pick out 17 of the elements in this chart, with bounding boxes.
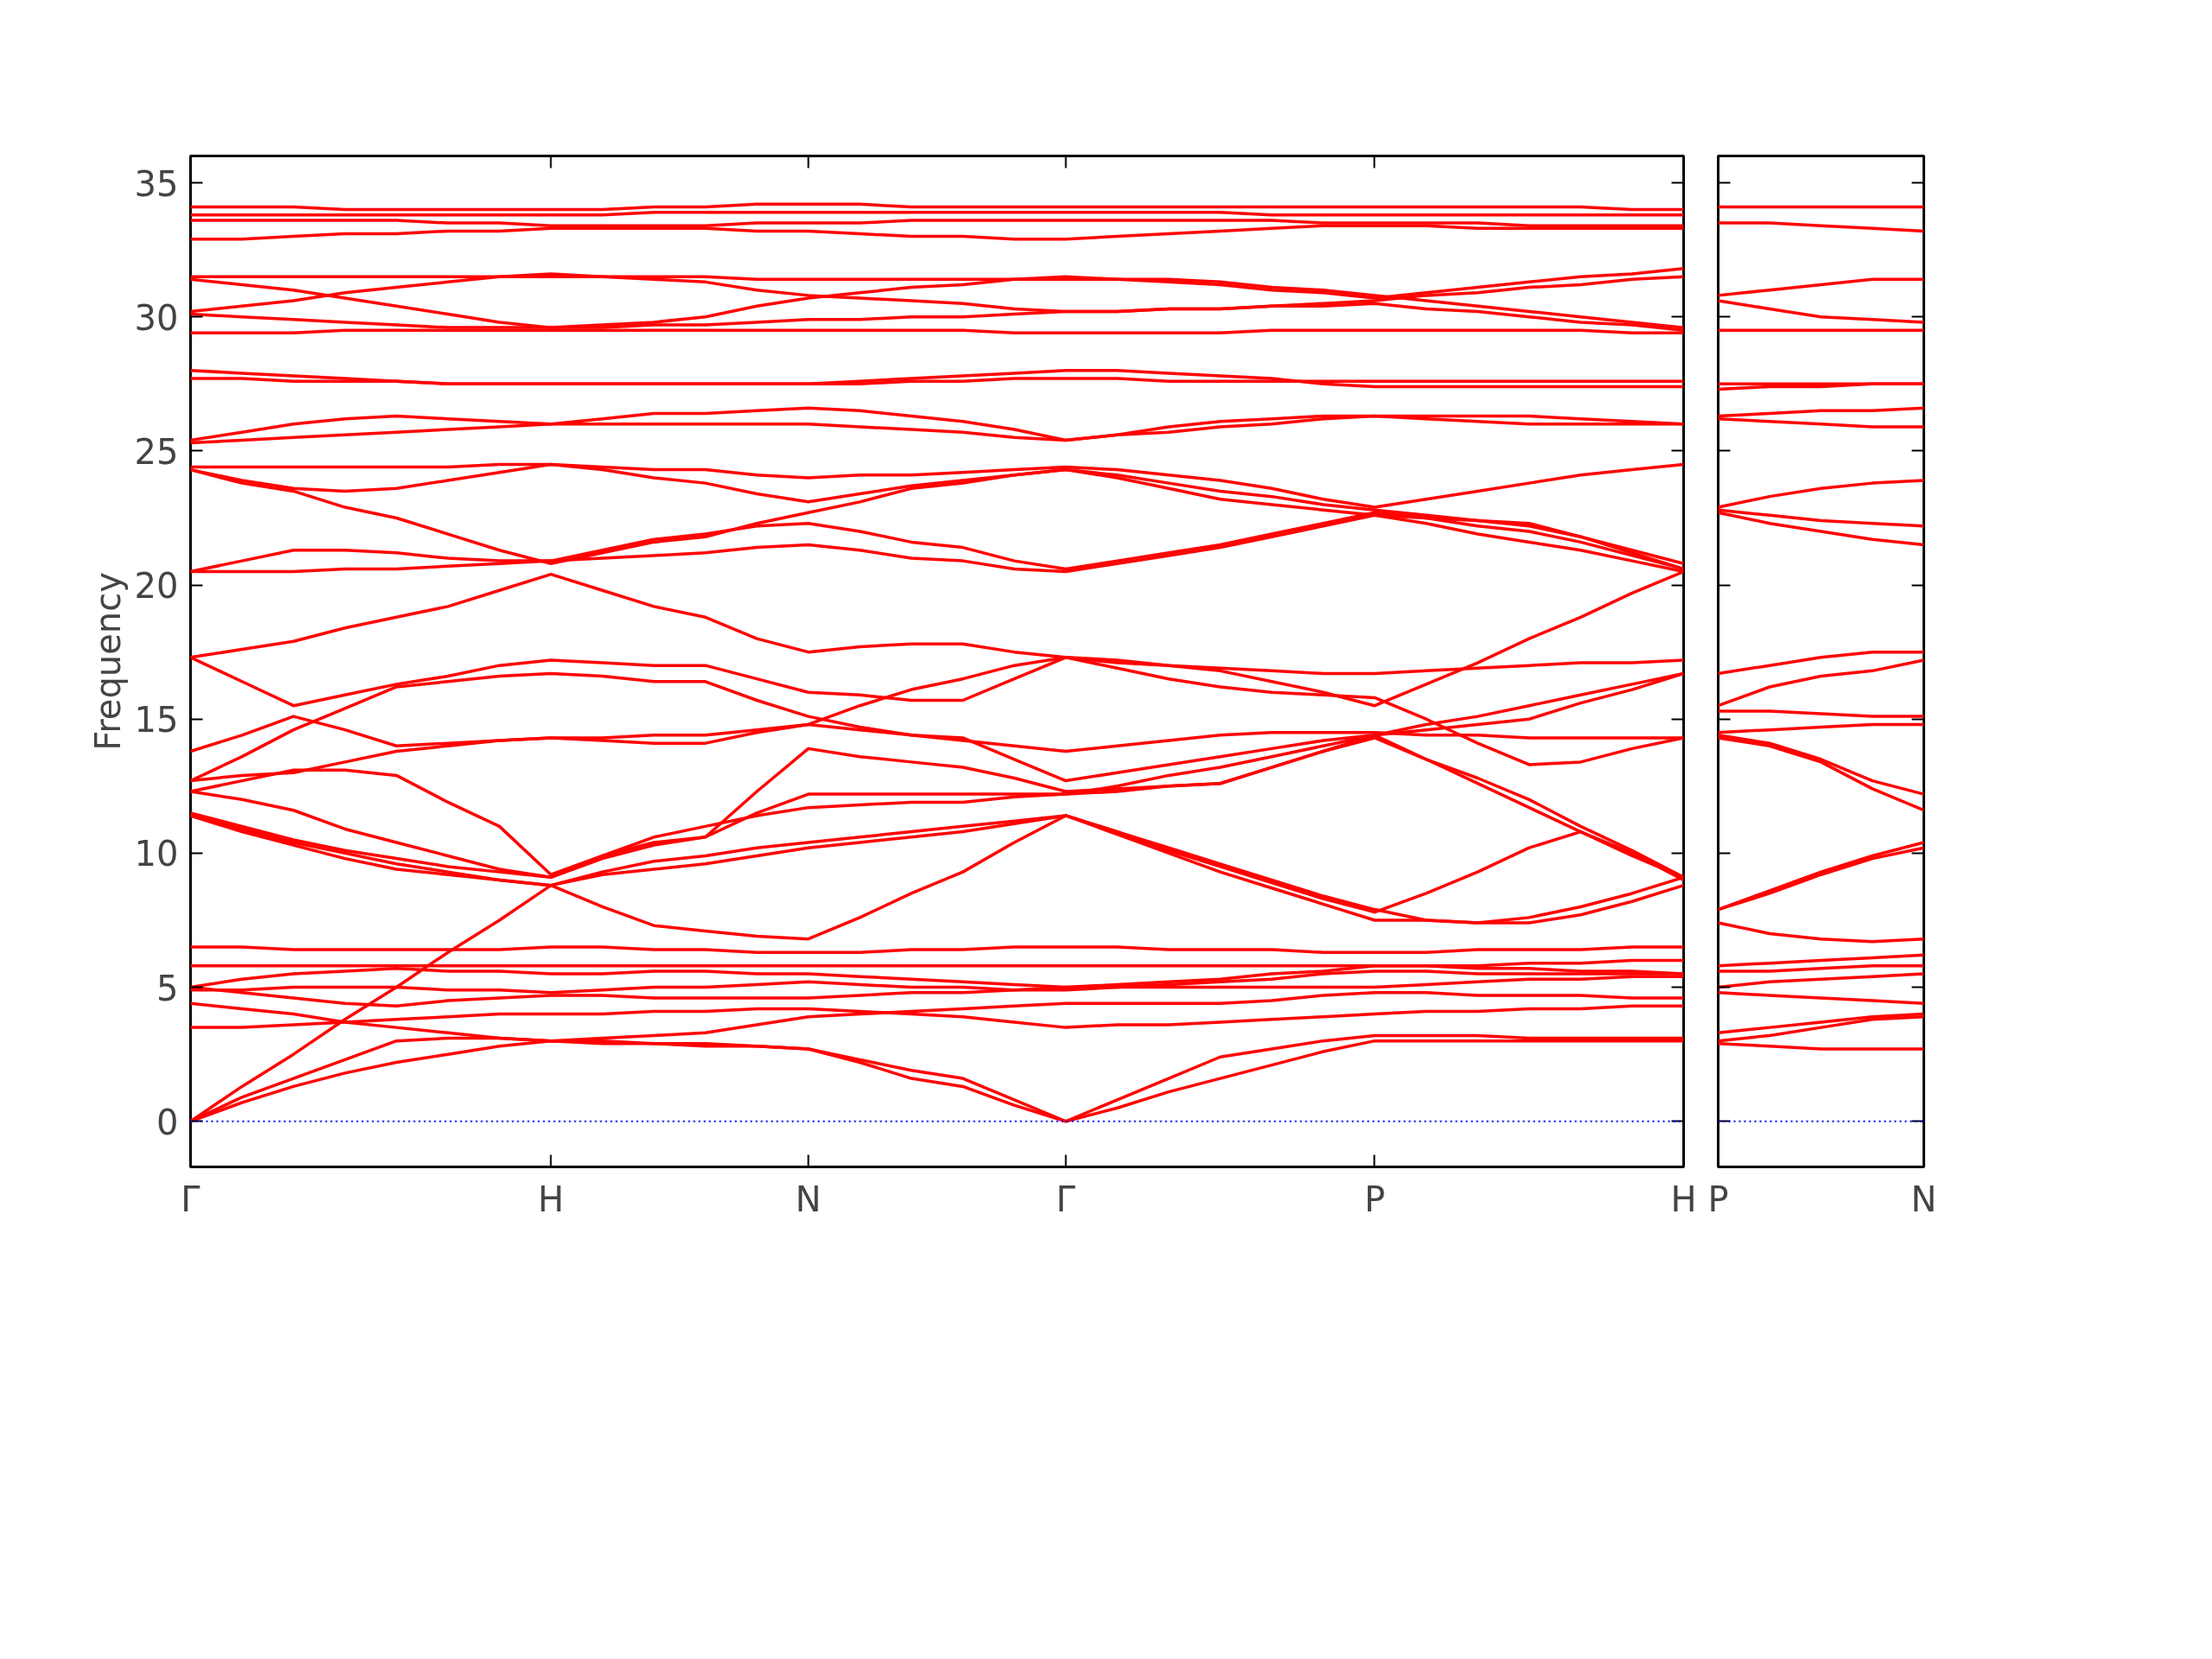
x-tick-label: P	[1363, 1179, 1386, 1219]
x-tick-label: N	[1910, 1179, 1937, 1219]
x-tick-label: Γ	[1056, 1179, 1077, 1219]
y-tick-label: 35	[134, 163, 179, 204]
y-tick-label: 15	[134, 700, 179, 741]
y-tick-label: 30	[134, 297, 179, 338]
y-axis-title: Frequency	[87, 572, 128, 751]
y-tick-label: 20	[134, 566, 179, 607]
y-tick-label: 0	[156, 1102, 179, 1142]
y-tick-label: 25	[134, 431, 179, 472]
y-tick-label: 10	[134, 834, 179, 874]
y-tick-label: 5	[156, 968, 179, 1008]
x-tick-label: H	[1670, 1179, 1697, 1219]
x-tick-label: Γ	[181, 1179, 201, 1219]
x-tick-label: N	[795, 1179, 822, 1219]
x-tick-label: P	[1707, 1179, 1729, 1219]
x-tick-label: H	[537, 1179, 564, 1219]
